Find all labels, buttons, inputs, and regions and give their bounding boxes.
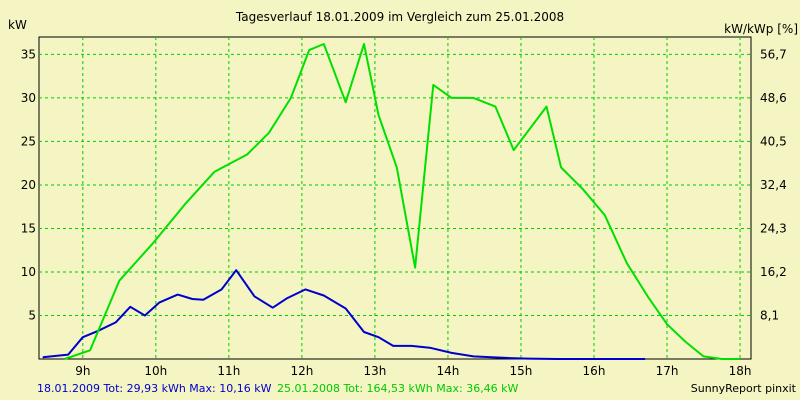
y-tick-label-left: 20 bbox=[21, 178, 36, 192]
y-tick-label-left: 10 bbox=[21, 265, 36, 279]
legend-series-1-stats: Tot: 29,93 kWh Max: 10,16 kW bbox=[103, 382, 272, 395]
y-tick-label-left: 30 bbox=[21, 91, 36, 105]
y-tick-label-left: 5 bbox=[28, 308, 36, 322]
y-tick-label-right: 8,1 bbox=[760, 308, 779, 322]
chart-title: Tagesverlauf 18.01.2009 im Vergleich zum… bbox=[235, 10, 564, 24]
legend-series-1-name: 18.01.2009 bbox=[37, 382, 100, 395]
y-tick-label-right: 32,4 bbox=[760, 178, 787, 192]
legend-series-2-name: 25.01.2008 bbox=[276, 382, 340, 395]
chart-legend: 18.01.2009 Tot: 29,93 kWh Max: 10,16 kW … bbox=[37, 382, 518, 395]
x-tick-label: 9h bbox=[75, 364, 90, 378]
x-tick-label: 13h bbox=[363, 364, 386, 378]
series-lines bbox=[42, 43, 740, 360]
y-tick-label-right: 48,6 bbox=[760, 91, 787, 105]
y-tick-label-left: 15 bbox=[21, 221, 36, 235]
legend-series-1: 18.01.2009 Tot: 29,93 kWh Max: 10,16 kW bbox=[37, 382, 271, 395]
x-tick-label: 18h bbox=[729, 364, 752, 378]
x-tick-label: 17h bbox=[656, 364, 679, 378]
x-tick-label: 16h bbox=[583, 364, 606, 378]
legend-series-2: 25.01.2008 Tot: 164,53 kWh Max: 36,46 kW bbox=[277, 382, 518, 395]
x-tick-label: 11h bbox=[217, 364, 240, 378]
legend-series-2-stats: Tot: 164,53 kWh Max: 36,46 kW bbox=[343, 382, 519, 395]
plot-area bbox=[38, 36, 752, 360]
y-axis-label-right: kW/kWp [%] bbox=[724, 22, 798, 36]
x-tick-label: 10h bbox=[144, 364, 167, 378]
x-tick-label: 12h bbox=[290, 364, 313, 378]
chart-credit: SunnyReport pinxit bbox=[690, 382, 796, 395]
y-tick-label-right: 40,5 bbox=[760, 134, 787, 148]
x-tick-label: 14h bbox=[437, 364, 460, 378]
tick-labels: 9h 10h 11h 12h 13h 14h 15h 16h 17h 18h 5 8,1 10 16,2 1… bbox=[21, 47, 787, 378]
series-line-2 bbox=[64, 43, 740, 360]
y-tick-label-right: 24,3 bbox=[760, 221, 787, 235]
grid-lines bbox=[39, 37, 751, 359]
y-axis-label-left: kW bbox=[8, 18, 27, 32]
y-tick-label-right: 56,7 bbox=[760, 47, 787, 61]
x-tick-label: 15h bbox=[510, 364, 533, 378]
y-tick-label-left: 35 bbox=[21, 47, 36, 61]
y-tick-label-left: 25 bbox=[21, 134, 36, 148]
y-tick-label-right: 16,2 bbox=[760, 265, 787, 279]
series-line-1 bbox=[42, 269, 646, 360]
